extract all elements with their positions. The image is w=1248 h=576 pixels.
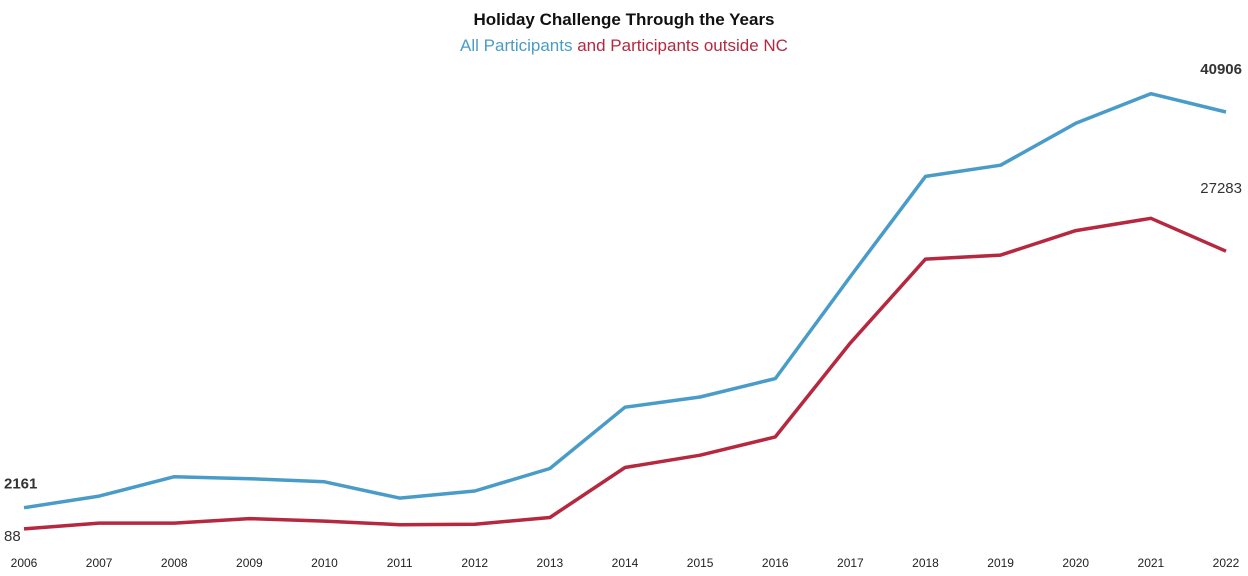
x-tick-label: 2019 bbox=[987, 556, 1014, 570]
x-tick-label: 2006 bbox=[11, 556, 38, 570]
x-tick-label: 2016 bbox=[762, 556, 789, 570]
x-tick-label: 2022 bbox=[1213, 556, 1240, 570]
x-tick-label: 2009 bbox=[236, 556, 263, 570]
x-tick-label: 2007 bbox=[86, 556, 113, 570]
x-tick-label: 2008 bbox=[161, 556, 188, 570]
series-lines bbox=[23, 91, 1227, 531]
data-label-0: 2161 bbox=[4, 476, 37, 493]
subtitle-all-participants: All Participants bbox=[460, 36, 573, 55]
x-tick-label: 2018 bbox=[912, 556, 939, 570]
x-tick-label: 2012 bbox=[461, 556, 488, 570]
x-tick-label: 2021 bbox=[1138, 556, 1165, 570]
chart-title: Holiday Challenge Through the Years bbox=[473, 10, 775, 29]
x-tick-label: 2020 bbox=[1062, 556, 1089, 570]
x-axis-ticks: 2006 2007 2008 2009 2010 2011 2012 2013 2014 2015… bbox=[11, 556, 1240, 570]
x-tick-label: 2010 bbox=[311, 556, 338, 570]
x-tick-label: 2014 bbox=[612, 556, 639, 570]
subtitle-outside-nc: and Participants outside NC bbox=[577, 36, 788, 55]
x-tick-label: 2013 bbox=[537, 556, 564, 570]
data-label-3: 27283 bbox=[1200, 180, 1242, 197]
x-tick-label: 2017 bbox=[837, 556, 864, 570]
x-tick-label: 2011 bbox=[387, 556, 413, 570]
data-label-2: 40906 bbox=[1200, 61, 1242, 78]
series-line-0 bbox=[23, 91, 1227, 510]
data-label-1: 88 bbox=[4, 528, 21, 545]
series-line-1 bbox=[23, 216, 1227, 531]
x-tick-label: 2015 bbox=[687, 556, 714, 570]
chart-subtitle: All Participants and Participants outsid… bbox=[0, 36, 1248, 56]
data-labels: 2161 88 40906 27283 bbox=[4, 61, 1242, 545]
